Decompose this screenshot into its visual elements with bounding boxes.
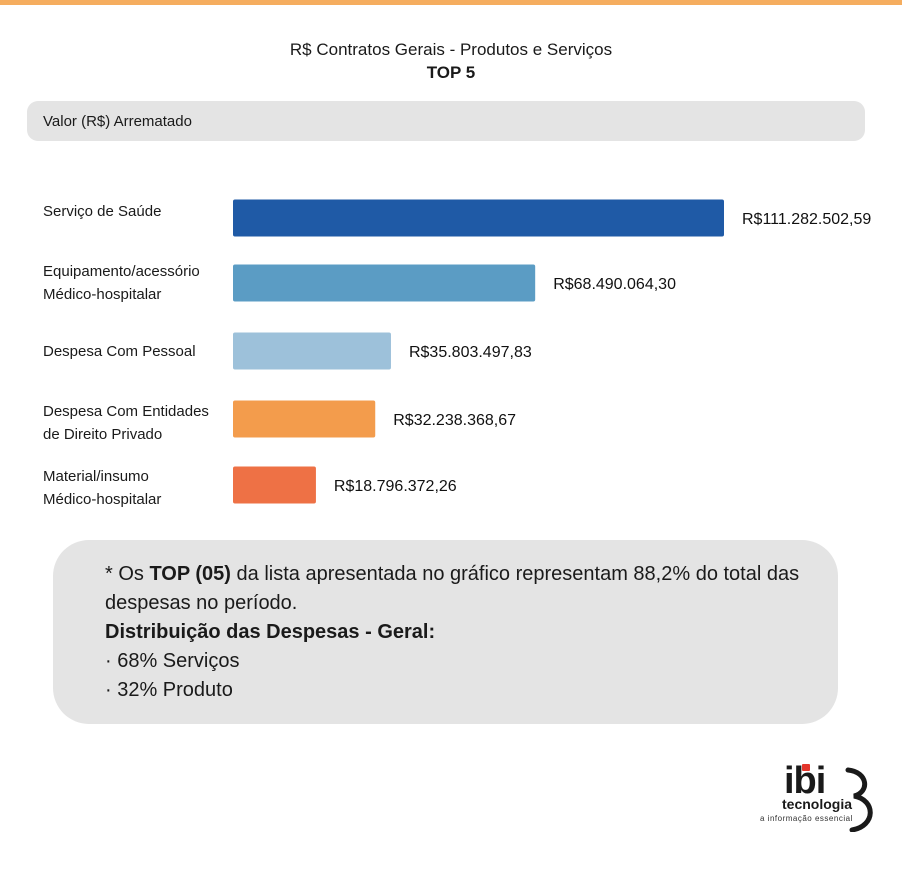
- bar: [233, 400, 376, 438]
- bar-chart: R$111.282.502,59 R$68.490.064,30 R$35.803.…: [233, 199, 871, 504]
- value-axis-label-panel: Valor (R$) Arrematado: [27, 101, 865, 141]
- chart-subtitle: TOP 5: [426, 63, 476, 82]
- logo-dot-icon: [802, 764, 810, 771]
- bar-value-label: R$68.490.064,30: [553, 276, 676, 293]
- logo-name: tecnologia: [782, 796, 853, 812]
- logo-swirl-icon: [845, 767, 873, 832]
- company-logo: ibi tecnologia a informação essencial: [760, 760, 890, 832]
- bar-value-label: R$111.282.502,59: [742, 211, 871, 228]
- top-count-emphasis: TOP (05): [149, 563, 231, 585]
- bar-value-label: R$32.238.368,67: [393, 412, 516, 429]
- bar: [233, 199, 724, 237]
- bar-value-label: R$35.803.497,83: [409, 344, 532, 361]
- summary-note-panel: * Os TOP (05) da lista apresentada no gr…: [53, 540, 838, 724]
- bar-value-label: R$18.796.372,26: [334, 478, 457, 495]
- value-axis-label: Valor (R$) Arrematado: [43, 113, 192, 130]
- distribution-item: · 68% Serviços: [105, 650, 240, 672]
- summary-note-text: * Os TOP (05) da lista apresentada no gr…: [105, 563, 800, 614]
- distribution-heading: Distribuição das Despesas - Geral:: [105, 621, 436, 643]
- category-label: Despesa Com Entidades de Direito Privado: [43, 403, 209, 443]
- logo-tagline: a informação essencial: [760, 814, 853, 823]
- bar: [233, 466, 316, 504]
- top-accent-bar: [0, 0, 902, 5]
- category-label: Equipamento/acessório Médico-hospitalar: [43, 263, 200, 303]
- category-label: Serviço de Saúde: [43, 203, 162, 220]
- bar: [233, 332, 391, 370]
- bar: [233, 264, 536, 302]
- category-label: Material/insumo Médico-hospitalar: [43, 468, 162, 508]
- distribution-item: · 32% Produto: [105, 679, 233, 701]
- chart-title: R$ Contratos Gerais - Produtos e Serviço…: [289, 40, 613, 59]
- category-label: Despesa Com Pessoal: [43, 343, 196, 360]
